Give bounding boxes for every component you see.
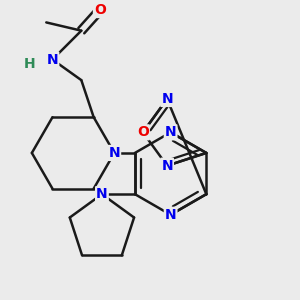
Text: N: N <box>47 52 58 67</box>
Text: N: N <box>161 159 173 173</box>
Text: N: N <box>96 187 108 201</box>
Text: N: N <box>165 208 176 222</box>
Text: H: H <box>24 57 36 70</box>
Text: N: N <box>165 125 176 139</box>
Text: N: N <box>161 92 173 106</box>
Text: O: O <box>137 125 149 139</box>
Text: N: N <box>109 146 120 160</box>
Text: O: O <box>94 3 106 17</box>
